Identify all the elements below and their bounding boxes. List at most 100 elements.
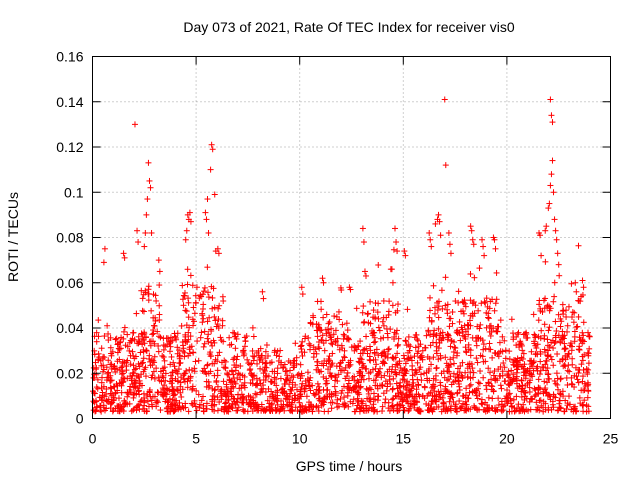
- data-point: [116, 408, 123, 415]
- data-point: [232, 367, 239, 374]
- data-point: [513, 369, 520, 376]
- chart-title: Day 073 of 2021, Rate Of TEC Index for r…: [183, 19, 514, 35]
- data-point: [117, 338, 124, 345]
- data-point: [501, 364, 508, 371]
- data-point: [147, 393, 154, 400]
- data-point: [132, 365, 139, 372]
- data-point: [580, 319, 587, 326]
- data-point: [542, 227, 549, 234]
- data-point: [377, 335, 384, 342]
- data-point: [183, 322, 190, 329]
- data-point: [241, 343, 248, 350]
- data-point: [400, 396, 407, 403]
- data-point: [519, 355, 526, 362]
- data-point: [263, 372, 270, 379]
- data-point: [268, 388, 275, 395]
- data-point: [450, 354, 457, 361]
- data-point: [120, 328, 127, 335]
- data-point: [294, 372, 301, 379]
- data-point: [253, 404, 260, 411]
- data-point: [575, 313, 582, 320]
- data-point: [564, 402, 571, 409]
- data-point: [169, 369, 176, 376]
- data-point: [122, 399, 129, 406]
- data-point: [109, 408, 116, 415]
- data-point: [308, 402, 315, 409]
- data-point: [92, 407, 99, 414]
- data-point: [118, 382, 125, 389]
- data-point: [287, 367, 294, 374]
- data-point: [555, 311, 562, 318]
- data-point: [215, 316, 222, 323]
- data-point: [495, 323, 502, 330]
- data-point: [414, 359, 421, 366]
- data-point: [454, 330, 461, 337]
- data-point: [350, 396, 357, 403]
- data-point: [232, 380, 239, 387]
- data-point: [313, 404, 320, 411]
- data-point: [372, 300, 379, 307]
- data-point: [333, 363, 340, 370]
- data-point: [298, 372, 305, 379]
- data-point: [570, 319, 577, 326]
- data-point: [271, 368, 278, 375]
- data-point: [231, 333, 238, 340]
- data-point: [196, 401, 203, 408]
- data-point: [273, 382, 280, 389]
- data-point: [127, 389, 134, 396]
- data-point: [205, 338, 212, 345]
- data-point: [176, 360, 183, 367]
- data-point: [220, 338, 227, 345]
- data-point: [140, 308, 147, 315]
- data-point: [495, 366, 502, 373]
- data-point: [239, 399, 246, 406]
- data-point: [578, 361, 585, 368]
- data-point: [107, 390, 114, 397]
- y-tick-label: 0.02: [56, 365, 83, 381]
- data-point: [137, 398, 144, 405]
- data-point: [444, 310, 451, 317]
- data-point: [112, 336, 119, 343]
- data-point: [382, 396, 389, 403]
- data-point: [500, 360, 507, 367]
- data-point: [517, 339, 524, 346]
- data-point: [485, 310, 492, 317]
- data-point: [444, 388, 451, 395]
- data-point: [531, 331, 538, 338]
- data-point: [360, 347, 367, 354]
- data-point: [225, 397, 232, 404]
- data-point: [215, 305, 222, 312]
- data-point: [494, 328, 501, 335]
- data-point: [341, 394, 348, 401]
- data-point: [325, 329, 332, 336]
- data-point: [393, 330, 400, 337]
- data-point: [394, 301, 401, 308]
- data-point: [118, 376, 125, 383]
- data-point: [368, 405, 375, 412]
- data-point: [205, 378, 212, 385]
- data-point: [265, 385, 272, 392]
- data-point: [251, 353, 258, 360]
- data-point: [447, 315, 454, 322]
- data-point: [556, 404, 563, 411]
- data-point: [401, 366, 408, 373]
- data-point: [205, 294, 212, 301]
- data-point: [119, 360, 126, 367]
- data-point: [502, 355, 509, 362]
- data-point: [137, 349, 144, 356]
- data-point: [559, 301, 566, 308]
- data-point: [453, 329, 460, 336]
- data-point: [495, 402, 502, 409]
- data-point: [491, 368, 498, 375]
- data-point: [139, 295, 146, 302]
- data-point: [491, 307, 498, 314]
- data-point: [393, 380, 400, 387]
- data-point: [257, 365, 264, 372]
- data-point: [407, 403, 414, 410]
- data-point: [537, 305, 544, 312]
- data-point: [150, 322, 157, 329]
- data-point: [109, 391, 116, 398]
- data-point: [575, 297, 582, 304]
- data-point: [427, 307, 434, 314]
- data-point: [325, 355, 332, 362]
